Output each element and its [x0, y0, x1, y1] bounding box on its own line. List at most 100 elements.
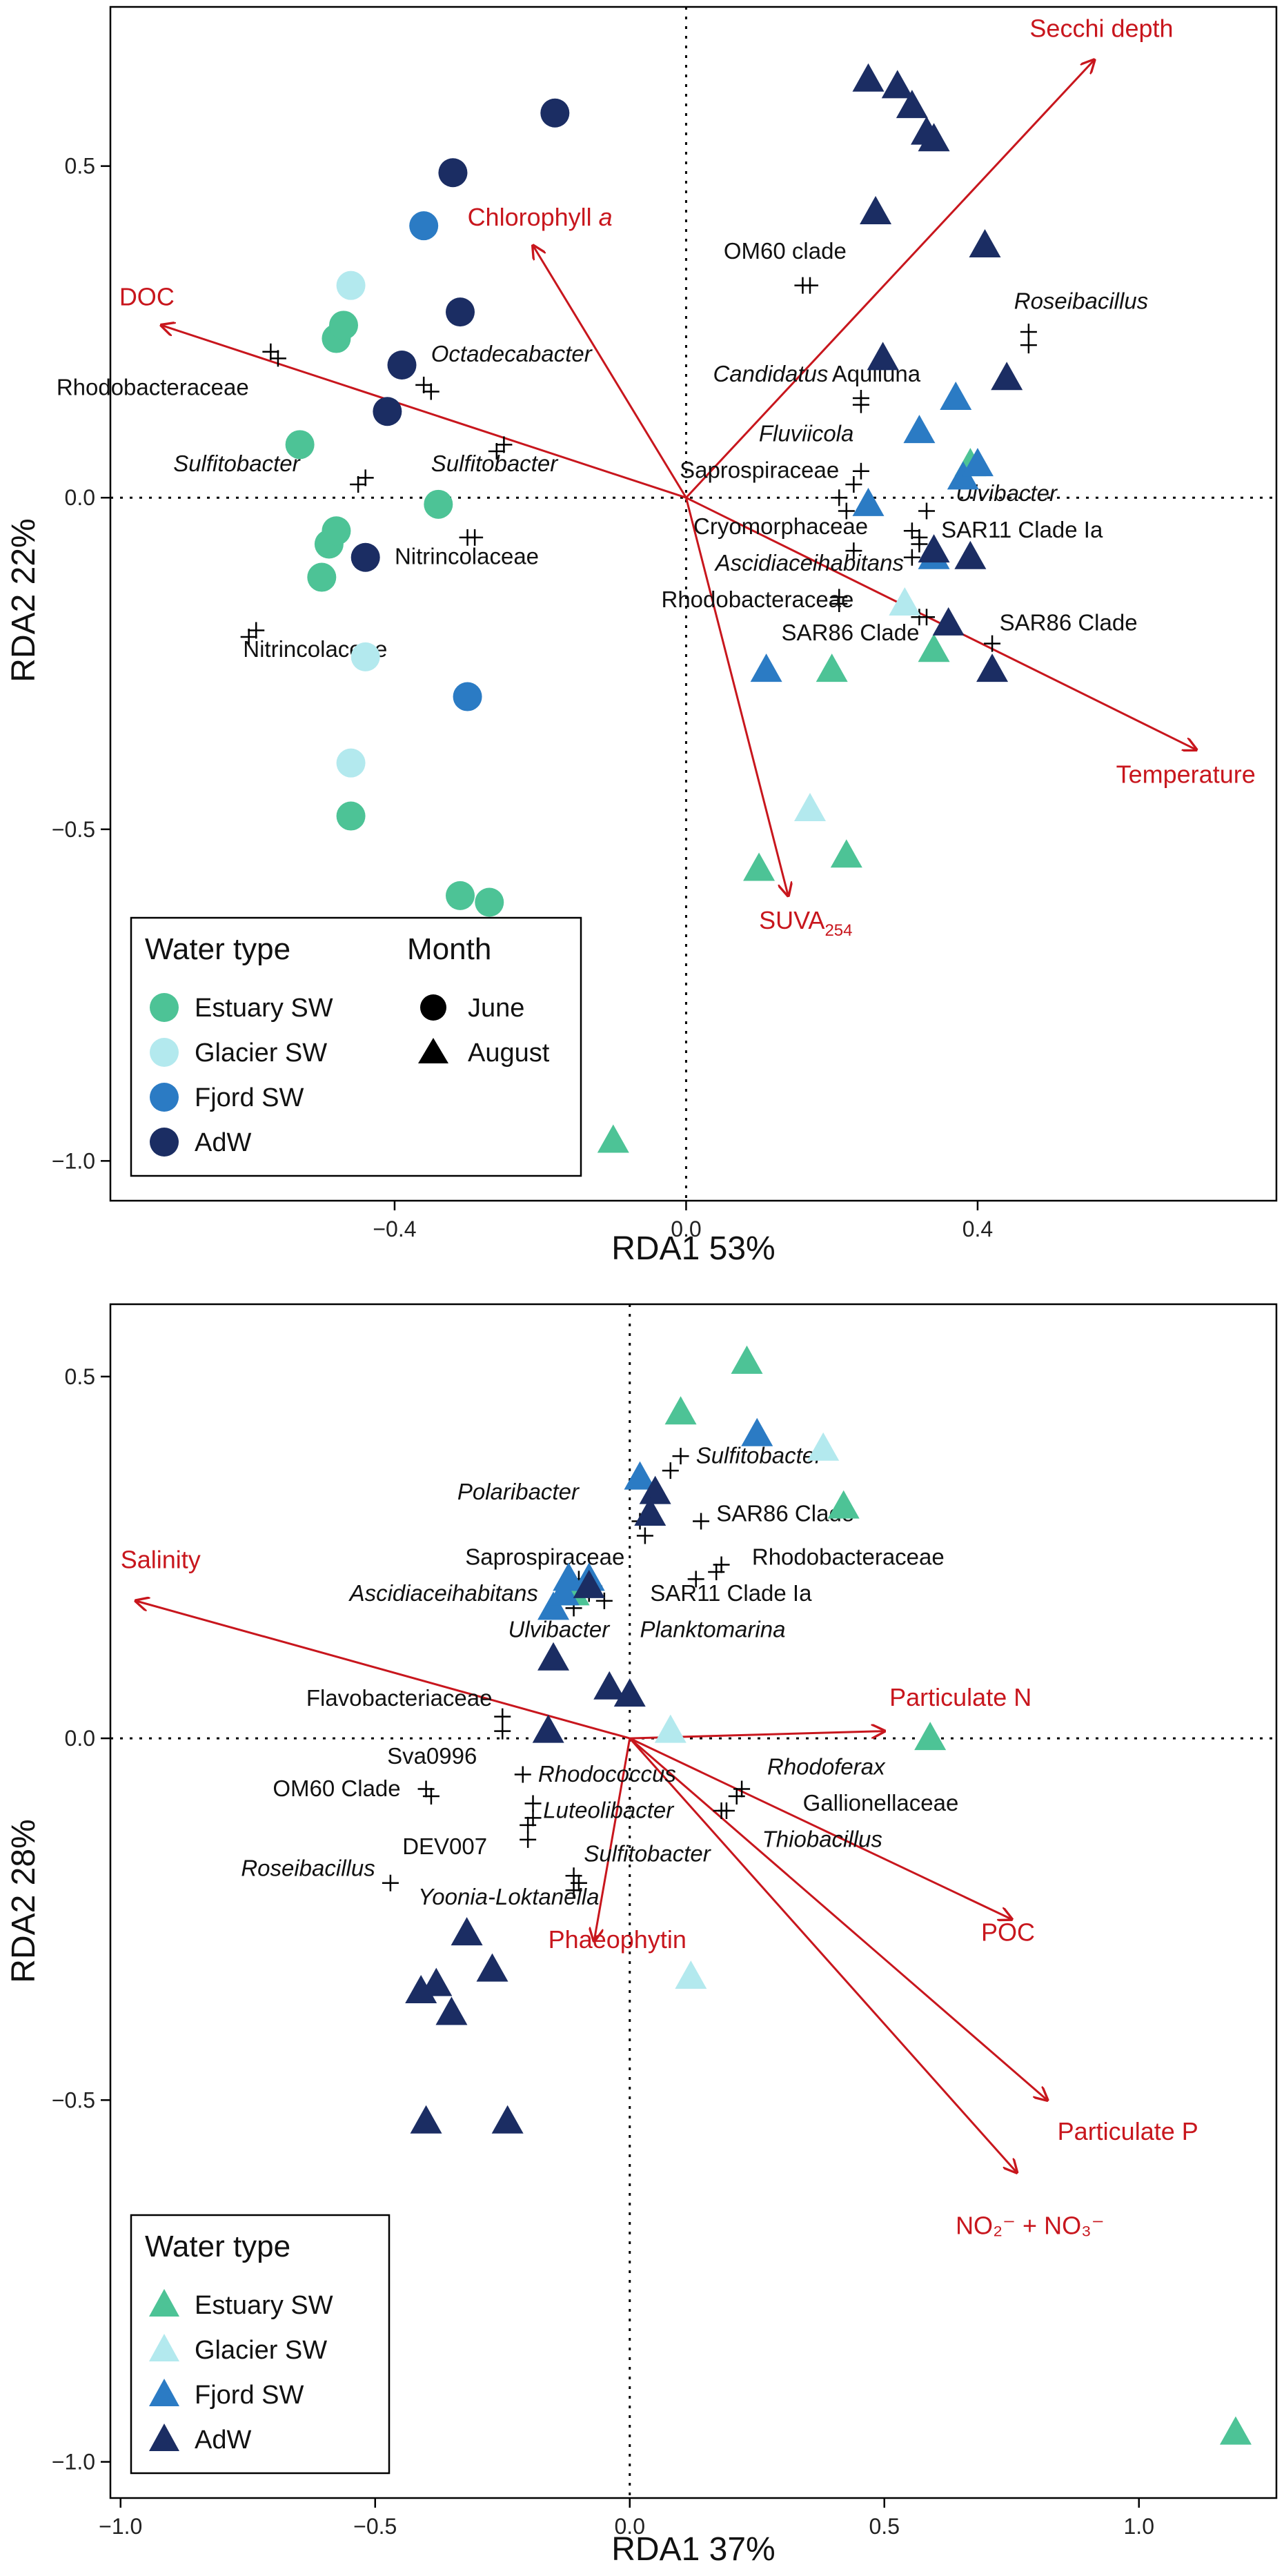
taxon-marker [672, 1448, 689, 1465]
x-tick-label: −0.5 [353, 2514, 397, 2539]
legend-swatch-estuary-top [150, 993, 179, 1022]
sample-point-glacier-june [336, 271, 366, 300]
taxon-label: Roseibacillus [241, 1855, 375, 1880]
taxon-label: Rhodobacteraceae [57, 374, 249, 400]
legend-swatch-adw-top [150, 1128, 179, 1157]
sample-point-estuary-august [597, 1124, 629, 1153]
taxon-label: Rhodobacteraceae [752, 1544, 945, 1569]
sample-point-adw-august [634, 1497, 666, 1526]
sample-point-adw-june [387, 351, 417, 380]
taxon-label: SAR86 Clade [1000, 609, 1138, 635]
vector-label: Temperature [1116, 760, 1256, 789]
x-tick-label: −0.4 [373, 1217, 416, 1241]
taxon-label: Candidatus [713, 361, 828, 386]
y-tick-label: 0.5 [65, 154, 95, 179]
sample-point-estuary-june [446, 881, 475, 910]
legend-top: Water type Estuary SW Glacier SW Fjord S… [130, 916, 582, 1177]
taxon-label: Rhodoferax [767, 1754, 886, 1780]
taxon-marker [852, 462, 869, 480]
taxon-marker [269, 350, 286, 367]
vector-arrow [629, 1737, 1047, 2100]
taxon-label: OM60 Clade [273, 1776, 400, 1801]
x-tick-label: 0.0 [615, 2514, 645, 2539]
y-tick-label: −0.5 [52, 817, 95, 842]
sample-point-fjord-june [409, 211, 439, 241]
legend-swatch-glacier-bottom [149, 2334, 179, 2361]
sample-point-estuary-june [475, 887, 504, 917]
vector-arrow [629, 1738, 1017, 2172]
taxon-marker [802, 277, 818, 294]
vector-label: Salinity [121, 1546, 201, 1574]
taxon-marker [911, 535, 928, 553]
sample-point-fjord-august [940, 382, 972, 411]
legend-label-estuary-bottom: Estuary SW [195, 2291, 333, 2320]
taxon-marker [831, 489, 848, 507]
y-tick-label: 0.0 [65, 485, 95, 510]
taxon-marker [918, 502, 935, 520]
sample-point-estuary-august [1219, 2416, 1252, 2445]
taxon-marker [713, 1802, 730, 1819]
legend-label-glacier-bottom: Glacier SW [195, 2336, 327, 2365]
taxon-label: Ascidiaceihabitans [714, 550, 904, 576]
sample-point-glacier-june [336, 748, 366, 778]
axis-ticks-bottom: −1.0 −0.5 0.0 0.5 1.0 −1.0 −0.5 0.0 0.5 [52, 1364, 1154, 2539]
vector-arrow [685, 60, 1094, 499]
legend-swatch-adw-bottom [149, 2423, 179, 2451]
sample-point-adw-august [991, 362, 1023, 391]
taxon-marker [417, 1780, 435, 1798]
taxon-marker [831, 596, 848, 612]
x-tick-label: 0.4 [962, 1217, 993, 1241]
taxon-marker [520, 1816, 537, 1833]
sample-point-estuary-june [336, 801, 366, 831]
vector-label: NO₂⁻ + NO₃⁻ [956, 2211, 1105, 2239]
vector-label-italic: a [599, 203, 613, 231]
taxon-label: OM60 clade [724, 238, 847, 264]
sample-point-glacier-august [889, 587, 921, 616]
sample-point-glacier-august [807, 1432, 840, 1461]
legend-swatch-fjord-bottom [149, 2379, 179, 2406]
legend-swatch-fjord-top [150, 1083, 179, 1112]
taxon-marker [415, 376, 433, 393]
sample-point-estuary-june [307, 562, 337, 592]
legend-label-adw-bottom: AdW [195, 2426, 251, 2455]
sample-point-adw-august [537, 1642, 570, 1671]
environmental-vectors-bottom: Salinity Particulate N POC Particulate P NO₂… [121, 1546, 1198, 2240]
taxon-label: Thiobacillus [762, 1826, 882, 1851]
rda-panel-bottom: −1.0 −0.5 0.0 0.5 1.0 −1.0 −0.5 0.0 0.5 Salinity… [6, 1303, 1278, 2568]
taxon-label: Cryomorphaceae [693, 513, 868, 539]
taxon-label: Ascidiaceihabitans [348, 1580, 538, 1606]
taxon-marker [687, 1571, 704, 1588]
taxa-markers-top [240, 277, 1037, 652]
taxon-marker [845, 542, 862, 560]
legend-label-june-top: June [468, 994, 524, 1023]
taxon-label: DEV007 [402, 1833, 487, 1859]
legend-label-fjord-bottom: Fjord SW [195, 2381, 304, 2410]
sample-point-adw-june [438, 158, 468, 188]
sample-point-fjord-august [537, 1591, 570, 1620]
sample-point-adw-august [896, 90, 928, 119]
sample-point-estuary-august [830, 839, 862, 868]
sample-point-fjord-august [750, 653, 782, 682]
legend-shape-june-top [420, 994, 446, 1021]
vector-label: POC [981, 1918, 1035, 1947]
sample-point-adw-august [860, 195, 892, 224]
vector-label: Particulate N [889, 1683, 1031, 1711]
x-axis-label-top: RDA1 53% [611, 1230, 775, 1267]
x-axis-label-bottom: RDA1 37% [611, 2531, 775, 2568]
vector-label: DOC [119, 283, 175, 311]
sample-point-estuary-june [285, 430, 315, 460]
taxon-marker [903, 522, 920, 540]
taxon-label: SAR86 Clade [781, 620, 919, 645]
taxon-marker [514, 1766, 531, 1783]
taxon-marker [262, 343, 279, 360]
legend-swatch-glacier-top [150, 1038, 179, 1067]
taxon-marker [488, 442, 505, 460]
taxon-marker [382, 1874, 399, 1891]
rda-panel-top: −0.4 0.0 0.4 −1.0 −0.5 0.0 0.5 Secchi depth Chl… [6, 6, 1278, 1267]
legend-bottom: Water type Estuary SW Glacier SW Fjord S… [130, 2214, 391, 2475]
taxon-marker [713, 1556, 730, 1573]
taxon-marker [918, 609, 935, 626]
sample-point-adw-august [969, 229, 1001, 257]
taxon-marker [524, 1795, 542, 1812]
